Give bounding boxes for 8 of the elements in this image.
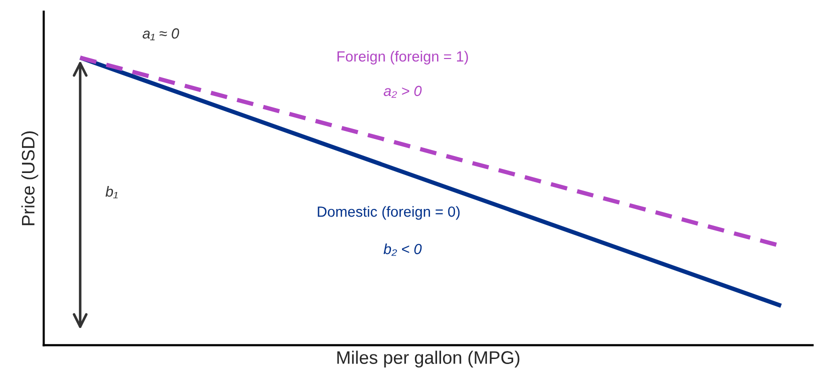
- text: a₁ ≈ 0: [142, 28, 180, 40]
- text: Foreign (foreign = 1): [338, 50, 468, 64]
- x-axis-title: Miles per gallon (MPG): [337, 350, 520, 368]
- annotation: b₂ < 0: [384, 243, 422, 256]
- annotation: a₂ > 0: [384, 86, 422, 98]
- annotation: b₁: [106, 186, 118, 198]
- y-axis-title: Price (USD): [21, 131, 38, 226]
- series-label: Domestic (foreign = 0): [318, 206, 460, 220]
